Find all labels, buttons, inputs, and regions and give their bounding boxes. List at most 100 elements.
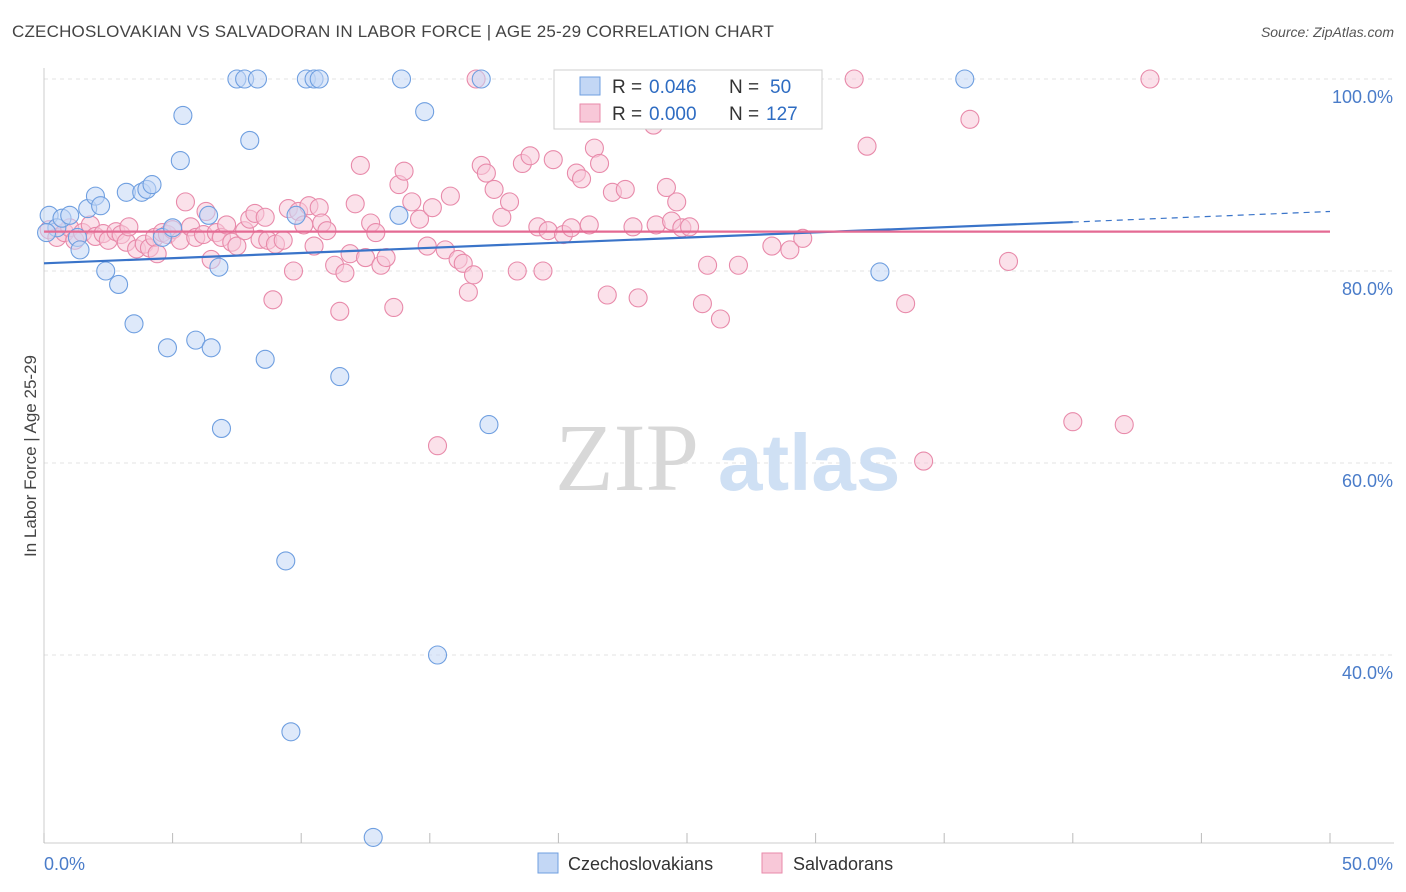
salvadoran-point bbox=[427, 436, 448, 456]
czechoslovakian-trend-extension bbox=[1072, 210, 1331, 223]
czechoslovakian-point bbox=[955, 69, 975, 89]
czechoslovakian-point bbox=[276, 551, 296, 571]
salvadoran-point bbox=[960, 109, 980, 129]
salvadoran-point bbox=[692, 294, 712, 314]
czechoslovakian-point bbox=[255, 349, 275, 369]
legend-r-value-2: 0.000 bbox=[649, 104, 697, 125]
czechoslovakian-point bbox=[209, 257, 229, 277]
legend-n-label-2: N = bbox=[729, 104, 759, 125]
legend-r-label-2: R = bbox=[612, 104, 642, 125]
czechoslovakian-point bbox=[471, 69, 491, 89]
salvadoran-point bbox=[476, 163, 496, 183]
czechoslovakian-point bbox=[170, 151, 190, 171]
salvadoran-point bbox=[417, 236, 437, 256]
grid-lines bbox=[44, 78, 1396, 656]
salvadoran-point bbox=[335, 263, 355, 283]
czechoslovakian-point bbox=[109, 274, 129, 294]
czechoslovakian-point bbox=[479, 415, 499, 435]
salvadoran-point bbox=[590, 153, 610, 174]
salvadoran-point bbox=[384, 297, 404, 318]
salvadoran-point bbox=[533, 261, 553, 281]
salvadoran-point bbox=[304, 236, 324, 256]
legend-n-value-1: 50 bbox=[770, 77, 791, 98]
y-tick-label: 60.0% bbox=[1342, 471, 1393, 491]
salvadoran-point bbox=[571, 169, 592, 189]
salvadoran-point bbox=[263, 290, 283, 310]
watermark-zip: ZIP bbox=[555, 404, 699, 511]
czechoslovakian-point bbox=[415, 102, 435, 122]
salvadoran-point bbox=[217, 215, 237, 235]
salvadoran-point bbox=[914, 451, 934, 471]
trend-lines bbox=[43, 210, 1331, 265]
legend-r-label-1: R = bbox=[612, 77, 642, 98]
czechoslovakian-point bbox=[870, 262, 890, 282]
czechoslovakian-point bbox=[309, 69, 329, 89]
salvadoran-point bbox=[1114, 415, 1134, 435]
czechoslovakian-point bbox=[247, 69, 268, 89]
salvadoran-point bbox=[345, 194, 365, 214]
salvadoran-point bbox=[1140, 69, 1160, 89]
czechoslovakian-point bbox=[286, 205, 306, 225]
salvadoran-point bbox=[330, 301, 350, 321]
watermark: ZIP atlas bbox=[555, 404, 900, 511]
czechoslovakian-point bbox=[124, 314, 144, 334]
salvadoran-point bbox=[628, 288, 648, 308]
salvadoran-point bbox=[667, 192, 687, 212]
czechoslovakian-point bbox=[240, 130, 260, 150]
czechoslovakian-point bbox=[199, 205, 219, 225]
axes bbox=[43, 68, 1394, 844]
salvadoran-point bbox=[561, 218, 581, 238]
czechoslovakian-point bbox=[96, 261, 116, 281]
czechoslovakian-point bbox=[391, 69, 412, 89]
x-tick-label: 0.0% bbox=[44, 854, 85, 874]
salvadoran-point bbox=[283, 261, 304, 281]
salvadoran-point bbox=[119, 217, 139, 237]
legend-r-value-1: 0.046 bbox=[649, 77, 697, 98]
czechoslovakian-point bbox=[173, 105, 193, 126]
salvadoran-point bbox=[656, 177, 676, 198]
chart-source: Source: ZipAtlas.com bbox=[1260, 24, 1394, 40]
czechoslovakian-point bbox=[142, 175, 162, 195]
stats-legend: R = 0.046 N = 50 R = 0.000 N = 127 bbox=[553, 69, 823, 130]
legend-n-value-2: 127 bbox=[766, 104, 798, 125]
czechoslovakian-point bbox=[70, 240, 90, 260]
salvadoran-point bbox=[409, 209, 430, 229]
salvadoran-point bbox=[615, 179, 635, 199]
watermark-atlas: atlas bbox=[718, 418, 900, 507]
salvadoran-point bbox=[728, 255, 748, 275]
salvadoran-point bbox=[422, 198, 442, 218]
czechoslovakian-point bbox=[91, 196, 111, 216]
salvadoran-point bbox=[857, 136, 877, 156]
salvadoran-point bbox=[463, 265, 484, 285]
salvadoran-point bbox=[762, 236, 782, 256]
salvadoran-point bbox=[492, 207, 512, 227]
salvadoran-point bbox=[355, 248, 376, 268]
czechoslovakian-point bbox=[211, 418, 232, 438]
czechoslovakian-trend-line bbox=[43, 220, 1073, 265]
salvadoran-point bbox=[896, 294, 916, 314]
salvadoran-point bbox=[499, 192, 520, 212]
salvadoran-point bbox=[255, 207, 275, 227]
salvadoran-point bbox=[376, 248, 396, 268]
salvadoran-point bbox=[680, 217, 700, 237]
y-tick-labels: 40.0% 60.0% 80.0% 100.0% bbox=[1332, 87, 1393, 683]
series-legend-swatch-czechoslovakians bbox=[537, 852, 559, 874]
series-legend: Czechoslovakians Salvadorans bbox=[537, 852, 893, 874]
salvadoran-point bbox=[579, 215, 599, 235]
czechoslovakian-point bbox=[330, 367, 350, 387]
czechoslovakian-point bbox=[201, 338, 221, 358]
salvadoran-point bbox=[175, 192, 196, 212]
czechoslovakian-point bbox=[427, 645, 448, 665]
salvadoran-point bbox=[402, 192, 422, 212]
czechoslovakian-point bbox=[389, 205, 409, 225]
salvadoran-point bbox=[844, 69, 864, 89]
legend-swatch-pink bbox=[579, 103, 601, 123]
salvadoran-point bbox=[520, 146, 540, 166]
series-legend-label-salvadorans: Salvadorans bbox=[793, 854, 893, 874]
chart-title: CZECHOSLOVAKIAN VS SALVADORAN IN LABOR F… bbox=[12, 22, 775, 41]
salvadoran-point bbox=[710, 309, 730, 329]
czechoslovakian-point bbox=[60, 205, 80, 225]
y-tick-label: 100.0% bbox=[1332, 87, 1393, 107]
y-tick-label: 80.0% bbox=[1342, 279, 1393, 299]
